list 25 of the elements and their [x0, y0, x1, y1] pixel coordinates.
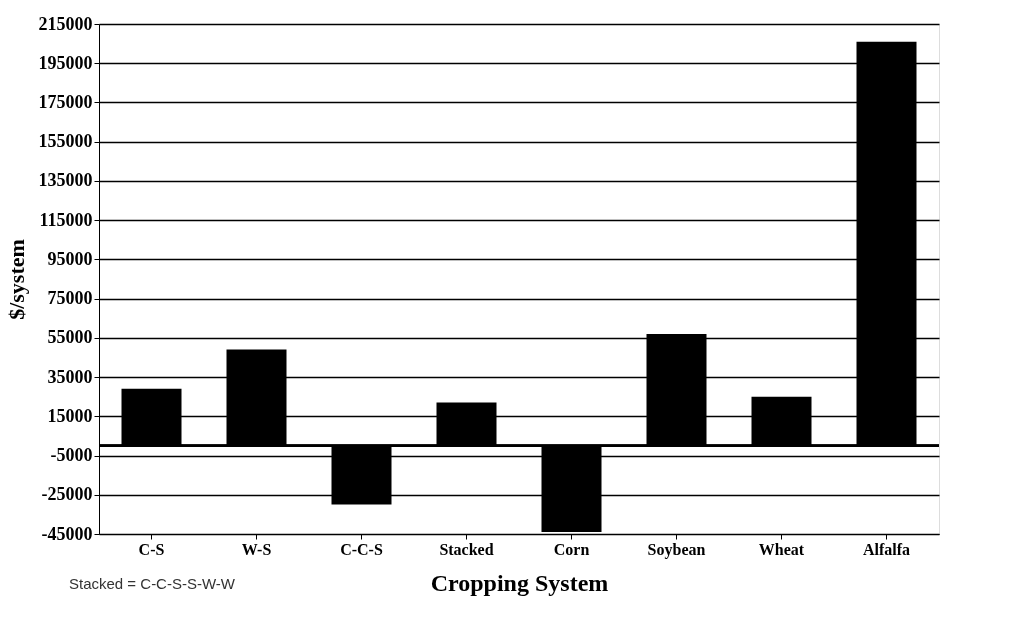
- x-tick-label: Corn: [553, 540, 590, 558]
- y-tick-label: 35000: [47, 366, 93, 387]
- y-tick-label: 155000: [38, 131, 93, 152]
- y-tick-label: 195000: [38, 52, 93, 73]
- y-tick-label: -5000: [50, 445, 93, 466]
- y-tick-label: 215000: [38, 13, 93, 34]
- y-tick-label: -25000: [41, 484, 93, 505]
- y-axis-title: $/system: [3, 239, 29, 320]
- y-tick-label: 115000: [39, 209, 93, 230]
- y-tick-label: -45000: [41, 523, 93, 544]
- y-tick-label: 95000: [47, 248, 93, 269]
- y-tick-label: 175000: [38, 91, 93, 112]
- x-tick-label: Alfalfa: [862, 540, 911, 558]
- x-tick-label: Stacked: [439, 540, 494, 558]
- x-tick-label: C-S: [138, 540, 165, 558]
- text: Stacked = C-C-S-S-W-W: [69, 575, 236, 592]
- y-tick-label: 15000: [47, 405, 93, 426]
- y-tick-label: 75000: [47, 288, 93, 309]
- x-tick-label: C-C-S: [340, 540, 383, 558]
- x-tick-label: W-S: [241, 540, 272, 558]
- y-tick-label: 55000: [47, 327, 93, 348]
- x-tick-label: Soybean: [647, 540, 706, 559]
- y-tick-label: 135000: [38, 170, 93, 191]
- x-tick-label: Wheat: [758, 540, 805, 558]
- x-axis-title: Cropping System: [430, 569, 609, 596]
